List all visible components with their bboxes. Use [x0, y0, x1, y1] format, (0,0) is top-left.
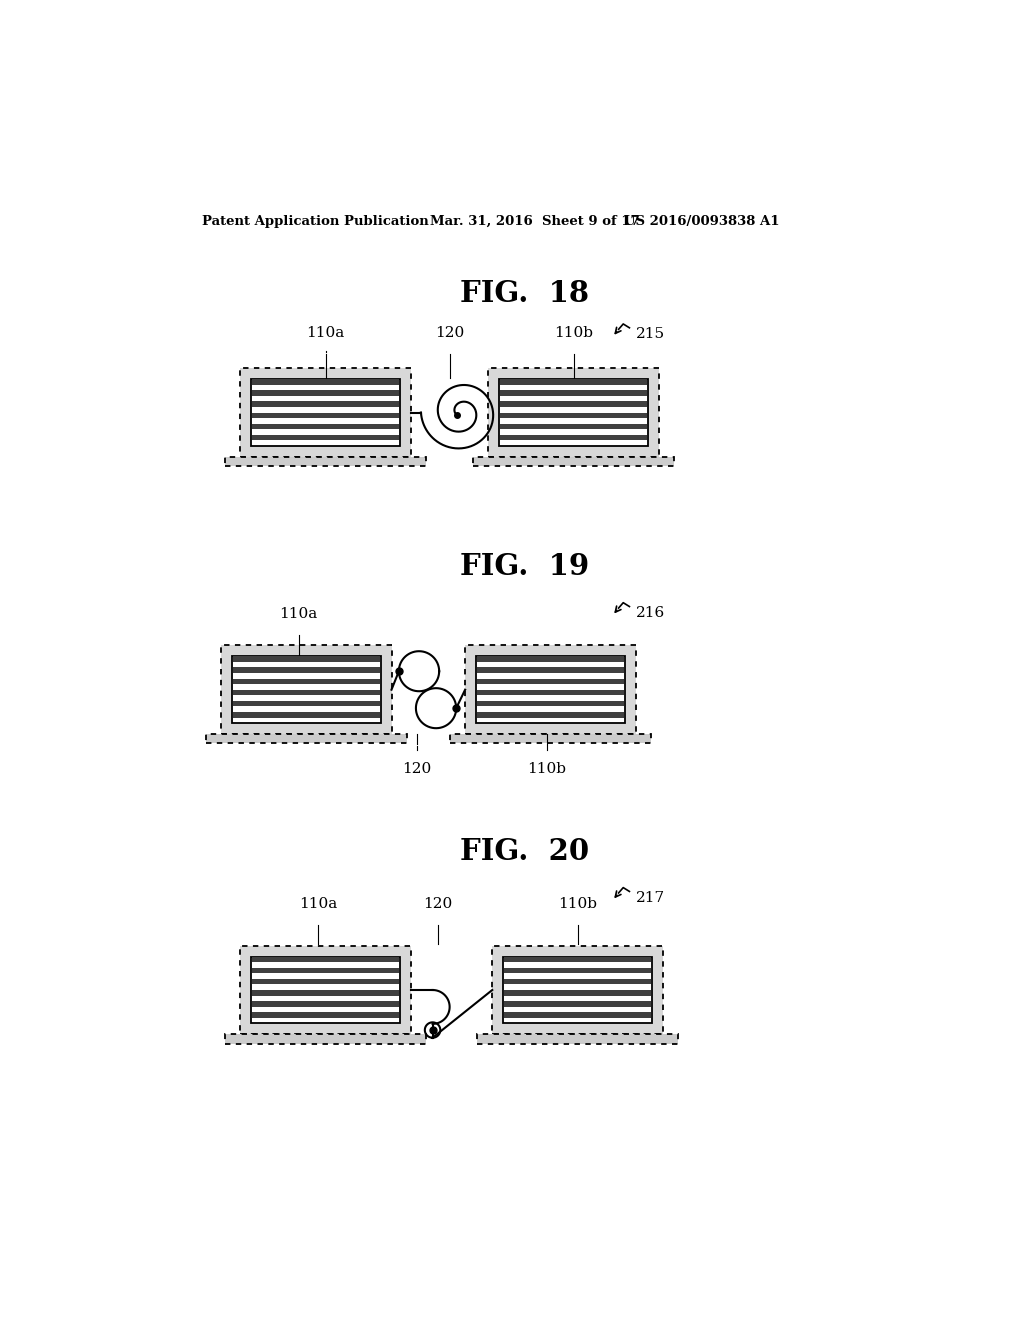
Bar: [232, 678, 380, 684]
Bar: [493, 945, 663, 1035]
Bar: [252, 979, 399, 985]
Bar: [476, 656, 625, 723]
Text: FIG.  20: FIG. 20: [460, 837, 590, 866]
Bar: [252, 379, 399, 384]
Bar: [252, 413, 399, 418]
Bar: [500, 424, 647, 429]
Bar: [241, 368, 411, 457]
Bar: [225, 457, 426, 466]
Bar: [252, 434, 399, 441]
Text: 110a: 110a: [280, 607, 317, 622]
Text: US 2016/0093838 A1: US 2016/0093838 A1: [624, 215, 779, 228]
Bar: [504, 979, 651, 985]
Bar: [500, 401, 647, 407]
Text: FIG.  19: FIG. 19: [460, 552, 590, 581]
Bar: [500, 391, 647, 396]
Bar: [500, 379, 647, 384]
Bar: [477, 1035, 678, 1044]
Bar: [252, 1001, 399, 1007]
Bar: [232, 689, 380, 696]
Bar: [225, 1035, 426, 1044]
Text: 215: 215: [636, 327, 665, 341]
Bar: [252, 401, 399, 407]
Bar: [504, 1012, 651, 1018]
Bar: [251, 379, 400, 446]
Bar: [232, 711, 380, 718]
Bar: [232, 668, 380, 673]
Bar: [252, 990, 399, 995]
Bar: [488, 368, 658, 457]
Bar: [500, 379, 648, 446]
Bar: [252, 957, 399, 962]
Bar: [252, 1012, 399, 1018]
Bar: [477, 689, 624, 696]
Text: 110b: 110b: [527, 762, 566, 776]
Bar: [477, 711, 624, 718]
Bar: [231, 656, 381, 723]
Bar: [504, 968, 651, 973]
Bar: [251, 957, 400, 1023]
Bar: [252, 391, 399, 396]
Bar: [504, 990, 651, 995]
Bar: [252, 968, 399, 973]
Bar: [221, 645, 391, 734]
Bar: [450, 734, 651, 743]
Text: 216: 216: [636, 606, 665, 619]
Bar: [504, 1001, 651, 1007]
Text: 120: 120: [423, 896, 453, 911]
Bar: [232, 701, 380, 706]
Text: 217: 217: [636, 891, 665, 904]
Bar: [504, 957, 651, 962]
Text: 110b: 110b: [554, 326, 593, 341]
Bar: [473, 457, 675, 466]
Text: FIG.  18: FIG. 18: [460, 279, 590, 308]
Text: 120: 120: [435, 326, 464, 341]
Bar: [232, 656, 380, 661]
Bar: [465, 645, 636, 734]
Bar: [241, 945, 411, 1035]
Bar: [252, 424, 399, 429]
Bar: [503, 957, 652, 1023]
Text: 110a: 110a: [306, 326, 345, 341]
Bar: [500, 434, 647, 441]
Bar: [500, 413, 647, 418]
Text: Mar. 31, 2016  Sheet 9 of 17: Mar. 31, 2016 Sheet 9 of 17: [430, 215, 640, 228]
Text: Patent Application Publication: Patent Application Publication: [202, 215, 428, 228]
Bar: [477, 678, 624, 684]
Text: 120: 120: [402, 762, 431, 776]
Text: 110a: 110a: [299, 896, 337, 911]
Bar: [477, 656, 624, 661]
Bar: [477, 668, 624, 673]
Text: 110b: 110b: [558, 896, 597, 911]
Bar: [477, 701, 624, 706]
Bar: [206, 734, 407, 743]
